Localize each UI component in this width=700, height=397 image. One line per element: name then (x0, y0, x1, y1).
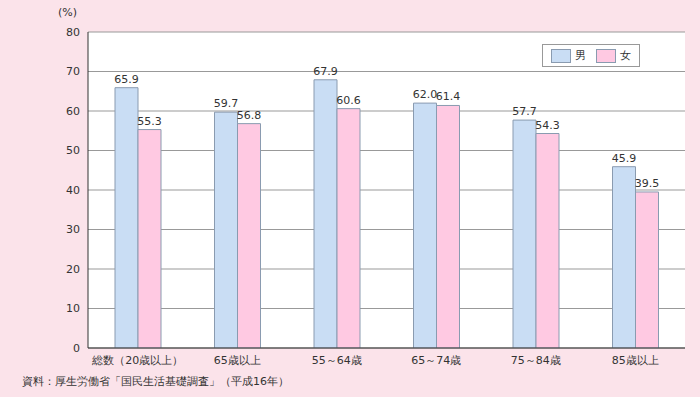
svg-text:57.7: 57.7 (512, 105, 537, 118)
svg-text:30: 30 (66, 223, 80, 236)
svg-text:0: 0 (73, 342, 80, 355)
svg-text:62.0: 62.0 (413, 88, 438, 101)
svg-text:45.9: 45.9 (612, 152, 637, 165)
svg-text:54.3: 54.3 (535, 119, 560, 132)
svg-text:59.7: 59.7 (214, 97, 239, 110)
svg-text:10: 10 (66, 302, 80, 315)
svg-text:55.3: 55.3 (137, 115, 162, 128)
svg-text:総数（20歳以上）: 総数（20歳以上） (91, 354, 183, 367)
svg-text:55～64歳: 55～64歳 (312, 354, 362, 367)
svg-text:60: 60 (66, 105, 80, 118)
svg-text:65歳以上: 65歳以上 (214, 354, 261, 367)
svg-text:40: 40 (66, 184, 80, 197)
svg-text:65.9: 65.9 (114, 73, 139, 86)
svg-text:85歳以上: 85歳以上 (612, 354, 659, 367)
html-text:資料：厚生労働省「国民生活基礎調査」（平成16年）: 資料：厚生労働省「国民生活基礎調査」（平成16年） (22, 375, 289, 388)
svg-text:56.8: 56.8 (237, 109, 262, 122)
svg-text:67.9: 67.9 (313, 65, 338, 78)
svg-text:61.4: 61.4 (436, 90, 461, 103)
html-text:女: 女 (620, 49, 631, 62)
svg-text:39.5: 39.5 (635, 177, 660, 190)
svg-text:70: 70 (66, 65, 80, 78)
svg-text:50: 50 (66, 144, 80, 157)
html-text:男: 男 (575, 49, 586, 62)
svg-text:65～74歳: 65～74歳 (411, 354, 461, 367)
svg-text:20: 20 (66, 263, 80, 276)
svg-text:60.6: 60.6 (336, 94, 361, 107)
svg-text:80: 80 (66, 26, 80, 39)
svg-text:75～84歳: 75～84歳 (511, 354, 561, 367)
